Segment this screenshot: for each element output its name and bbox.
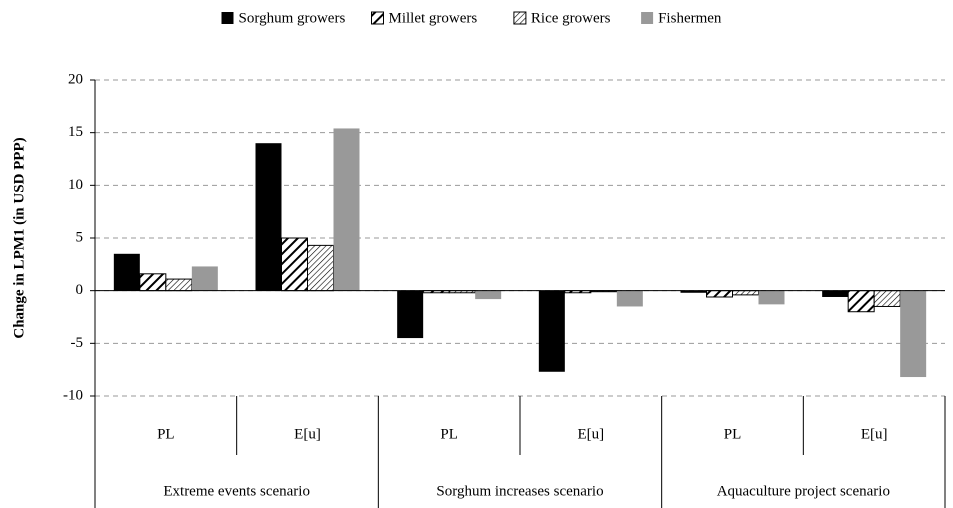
bar — [191, 266, 218, 291]
y-tick-label: 5 — [76, 229, 84, 245]
y-axis-label: Change in LPM1 (in USD PPP) — [11, 137, 27, 338]
bar — [900, 290, 927, 378]
bar — [475, 290, 502, 300]
bar — [139, 273, 167, 292]
legend-label: Millet growers — [389, 10, 478, 26]
bar — [333, 128, 360, 291]
y-tick-label: 10 — [68, 177, 83, 193]
bar — [847, 290, 875, 313]
legend-label: Rice growers — [531, 10, 611, 26]
y-tick-label: 0 — [76, 282, 84, 298]
bar — [397, 290, 424, 339]
legend-swatch — [221, 12, 234, 24]
legend-swatch — [641, 12, 654, 24]
y-tick-label: -5 — [71, 335, 84, 351]
bar — [616, 290, 643, 307]
bar — [822, 290, 849, 297]
group-label: Extreme events scenario — [163, 483, 310, 499]
y-tick-label: -10 — [63, 387, 83, 403]
legend-label: Fishermen — [658, 10, 722, 26]
bar — [680, 290, 707, 293]
bar — [165, 278, 193, 292]
x-tick-label: PL — [724, 426, 742, 442]
bar — [732, 290, 759, 296]
x-tick-label: E[u] — [578, 426, 605, 442]
group-label: Sorghum increases scenario — [436, 483, 603, 499]
x-tick-label: PL — [157, 426, 175, 442]
bar — [758, 290, 785, 305]
y-tick-label: 15 — [68, 124, 83, 140]
x-tick-label: E[u] — [861, 426, 888, 442]
bar — [873, 290, 901, 307]
legend-swatch — [513, 11, 527, 25]
bar — [113, 253, 140, 291]
bar — [706, 290, 733, 298]
bar — [255, 143, 282, 291]
x-tick-label: E[u] — [294, 426, 321, 442]
legend-label: Sorghum growers — [239, 10, 346, 26]
bar — [281, 237, 308, 292]
x-tick-label: PL — [440, 426, 458, 442]
y-tick-label: 20 — [68, 71, 83, 87]
group-label: Aquaculture project scenario — [717, 483, 890, 499]
bar — [307, 244, 334, 292]
bar — [538, 290, 565, 372]
legend-swatch — [371, 11, 384, 25]
